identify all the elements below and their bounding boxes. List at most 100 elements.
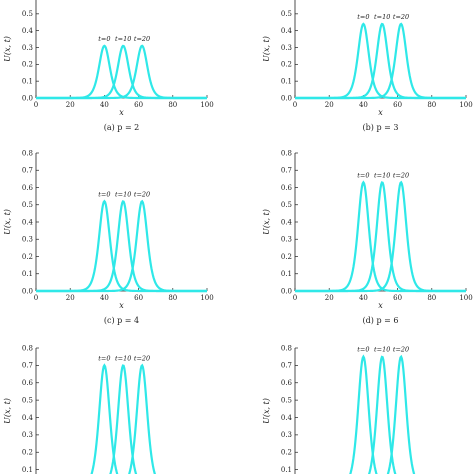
x-tick-label: 40: [359, 294, 368, 302]
panel-0: 0.0 0.1 0.2 0.3 0.4 0.5 0 20 40 60 80 100 x U(x, t) (a…: [3, 0, 214, 132]
y-tick-label: 0.6: [281, 379, 293, 387]
x-tick-label: 100: [200, 294, 213, 302]
y-axis-label: U(x, t): [262, 398, 271, 424]
y-tick-label: 0.2: [22, 253, 33, 261]
series-line-t10: [36, 44, 207, 100]
x-tick-label: 80: [168, 101, 177, 109]
panel-4: 0.1 0.2 0.3 0.4 0.5 0.6 0.7 0.8 U(x, t) t=0 t=10 t=…: [3, 344, 156, 474]
y-tick-label: 0.3: [281, 431, 292, 439]
x-tick-label: 0: [293, 294, 297, 302]
y-tick-label: 0.1: [22, 77, 33, 85]
x-tick-label: 40: [100, 294, 109, 302]
y-tick-label: 0.6: [22, 184, 34, 192]
series-label: t=20: [393, 13, 409, 21]
y-tick-label: 0.2: [22, 61, 33, 69]
y-tick-label: 0.6: [281, 184, 293, 192]
series-label: t=10: [115, 190, 131, 198]
series-line-t10: [295, 22, 466, 100]
x-tick-label: 0: [293, 101, 297, 109]
x-tick-label: 40: [359, 101, 368, 109]
series-label: t=20: [134, 190, 150, 198]
x-tick-label: 0: [34, 101, 38, 109]
x-axis-label: x: [378, 301, 383, 310]
y-tick-label: 0.1: [281, 77, 292, 85]
y-axis-label: U(x, t): [262, 209, 271, 235]
series-label: t=10: [374, 171, 390, 179]
y-tick-label: 0.3: [22, 44, 33, 52]
y-tick-label: 0.3: [22, 236, 33, 244]
series-line-t0: [295, 180, 466, 293]
y-tick-label: 0.5: [22, 201, 33, 209]
y-tick-label: 0.4: [22, 414, 34, 422]
y-tick-label: 0.7: [281, 167, 292, 175]
y-tick-label: 0.7: [22, 167, 33, 175]
x-axis-label: x: [378, 108, 383, 117]
y-tick-label: 0.5: [281, 396, 292, 404]
x-tick-label: 0: [34, 294, 38, 302]
panel-5: 0.1 0.2 0.3 0.4 0.5 0.6 0.7 0.8 U(x, t) t=0 t=10 t=…: [262, 344, 416, 474]
series-line-t20: [295, 22, 466, 100]
y-tick-label: 0.5: [281, 201, 292, 209]
series-label: t=10: [374, 13, 390, 21]
y-tick-label: 0.2: [281, 449, 292, 457]
series-line-t0: [36, 199, 207, 293]
y-tick-label: 0.4: [22, 27, 34, 35]
y-tick-label: 0.4: [281, 414, 293, 422]
y-tick-label: 0.8: [281, 149, 292, 157]
y-tick-label: 0.6: [22, 379, 34, 387]
x-tick-label: 80: [427, 101, 436, 109]
y-tick-label: 0.1: [22, 466, 33, 474]
y-tick-label: 0.5: [281, 10, 292, 18]
series-label: t=20: [134, 354, 150, 362]
series-label: t=0: [98, 35, 110, 43]
series-line-t20: [295, 180, 466, 293]
panel-3: 0.0 0.1 0.2 0.3 0.4 0.5 0.6 0.7 0.8 0 20 40 60 80 100 x…: [262, 149, 473, 325]
series-label: t=0: [357, 171, 369, 179]
y-tick-label: 0.0: [281, 287, 292, 295]
series-line-t20: [36, 44, 207, 100]
y-tick-label: 0.2: [281, 61, 292, 69]
y-tick-label: 0.5: [22, 10, 33, 18]
series-line-t0: [295, 22, 466, 100]
x-tick-label: 20: [325, 294, 334, 302]
y-tick-label: 0.8: [22, 149, 33, 157]
series-label: t=0: [98, 354, 110, 362]
y-tick-label: 0.5: [22, 396, 33, 404]
series-label: t=0: [98, 190, 110, 198]
y-tick-label: 0.3: [22, 431, 33, 439]
x-tick-label: 20: [66, 294, 75, 302]
panel-caption: (c) p = 4: [104, 316, 139, 325]
series-label: t=20: [393, 171, 409, 179]
series-label: t=10: [374, 346, 390, 354]
x-tick-label: 100: [200, 101, 213, 109]
y-tick-label: 0.7: [22, 362, 33, 370]
y-axis-label: U(x, t): [3, 398, 12, 424]
y-tick-label: 0.8: [22, 344, 33, 352]
y-axis-label: U(x, t): [3, 36, 12, 62]
x-axis-label: x: [119, 108, 124, 117]
x-tick-label: 100: [459, 101, 472, 109]
x-tick-label: 60: [134, 101, 143, 109]
y-tick-label: 0.0: [22, 287, 33, 295]
x-tick-label: 40: [100, 101, 109, 109]
y-tick-label: 0.4: [281, 218, 293, 226]
series-line-t0: [36, 44, 207, 100]
x-tick-label: 20: [325, 101, 334, 109]
x-axis-label: x: [119, 301, 124, 310]
series-label: t=0: [357, 13, 369, 21]
y-tick-label: 0.1: [281, 466, 292, 474]
y-tick-label: 0.3: [281, 236, 292, 244]
series-line-t20: [36, 199, 207, 293]
series-line-t10: [367, 355, 397, 474]
panel-1: 0.0 0.1 0.2 0.3 0.4 0.5 0 20 40 60 80 100 x U(x, t) (b…: [262, 0, 473, 132]
y-tick-label: 0.0: [281, 94, 292, 102]
x-tick-label: 60: [134, 294, 143, 302]
series-label: t=20: [393, 346, 409, 354]
x-tick-label: 80: [168, 294, 177, 302]
y-tick-label: 0.0: [22, 94, 33, 102]
x-tick-label: 20: [66, 101, 75, 109]
panel-caption: (d) p = 6: [363, 316, 399, 325]
panel-2: 0.0 0.1 0.2 0.3 0.4 0.5 0.6 0.7 0.8 0 20 40 60 80 100 x…: [3, 149, 214, 325]
x-tick-label: 100: [459, 294, 472, 302]
series-line-t10: [295, 181, 466, 293]
